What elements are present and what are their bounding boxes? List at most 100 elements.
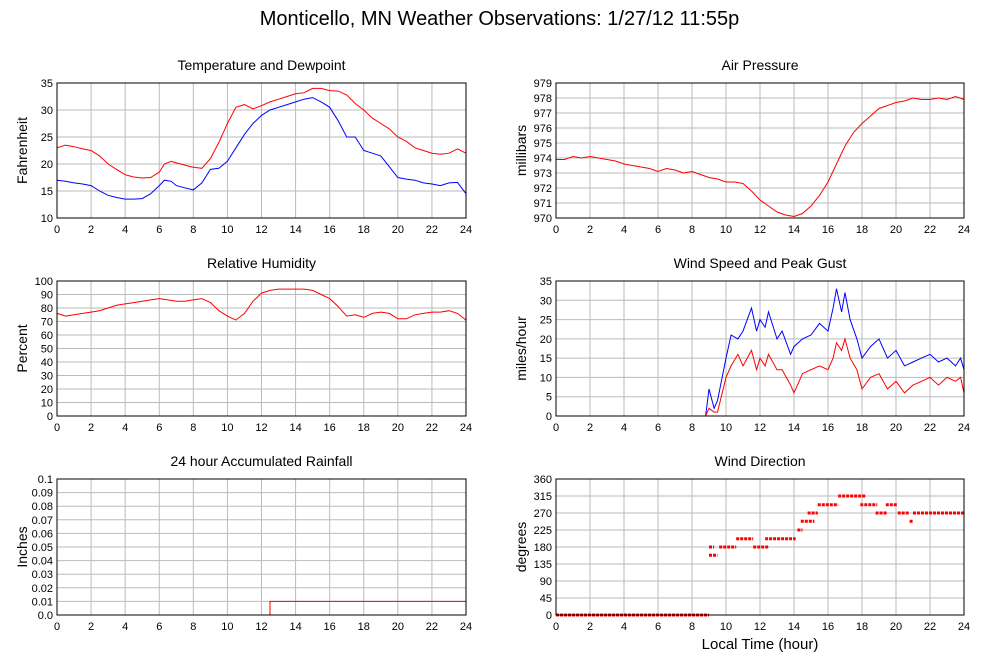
x-tick-label: 2 [587,224,593,236]
x-tick-label: 0 [54,422,60,434]
y-tick-label: 0.09 [32,488,53,500]
plot-frame [555,280,965,417]
x-tick-label: 24 [460,621,472,633]
x-tick-label: 8 [689,621,695,633]
x-tick-label: 16 [324,224,336,236]
y-tick-label: 10 [41,398,53,410]
x-tick-label: 8 [689,224,695,236]
plot-frame [56,280,467,417]
x-tick-label: 12 [754,422,766,434]
x-tick-label: 14 [289,621,301,633]
y-tick-label: 972 [534,183,552,195]
x-tick-label: 18 [358,224,370,236]
x-tick-label: 14 [788,621,800,633]
x-tick-label: 4 [122,224,128,236]
x-tick-label: 16 [324,422,336,434]
y-axis-label: millibars [513,125,529,176]
y-tick-label: 90 [540,576,552,588]
x-tick-label: 14 [289,422,301,434]
y-tick-label: 25 [41,132,53,144]
y-tick-label: 974 [534,153,552,165]
x-tick-label: 2 [88,621,94,633]
y-axis-label: degrees [513,522,529,573]
x-tick-label: 8 [190,422,196,434]
x-tick-label: 20 [890,422,902,434]
x-tick-label: 4 [621,422,627,434]
x-tick-label: 18 [856,621,868,633]
x-tick-label: 2 [88,422,94,434]
y-tick-label: 0.05 [32,542,53,554]
y-tick-label: 0.02 [32,583,53,595]
y-tick-label: 100 [35,276,53,288]
x-tick-label: 10 [221,224,233,236]
x-tick-label: 24 [958,224,970,236]
x-tick-label: 0 [54,621,60,633]
y-tick-label: 90 [41,290,53,302]
page-title: Monticello, MN Weather Observations: 1/2… [259,8,740,30]
y-tick-label: 135 [534,559,552,571]
x-tick-label: 10 [720,422,732,434]
y-tick-label: 0.0 [38,610,53,622]
y-tick-label: 978 [534,93,552,105]
y-tick-label: 0.03 [32,569,53,581]
x-tick-label: 12 [754,621,766,633]
y-tick-label: 970 [534,213,552,225]
y-tick-label: 0 [546,411,552,423]
series-line [56,97,467,200]
x-tick-label: 6 [655,224,661,236]
y-tick-label: 977 [534,108,552,120]
x-tick-label: 14 [788,224,800,236]
y-tick-label: 25 [540,315,552,327]
x-tick-label: 24 [460,224,472,236]
y-tick-label: 30 [41,105,53,117]
x-tick-label: 16 [822,422,834,434]
x-tick-label: 20 [890,621,902,633]
y-tick-label: 0.04 [32,556,53,568]
y-tick-label: 30 [41,371,53,383]
x-tick-label: 24 [460,422,472,434]
x-tick-label: 10 [221,621,233,633]
x-tick-label: 4 [122,621,128,633]
x-tick-label: 8 [190,621,196,633]
y-tick-label: 10 [41,213,53,225]
y-tick-label: 60 [41,330,53,342]
x-tick-label: 20 [392,621,404,633]
y-tick-label: 10 [540,372,552,384]
y-axis-label: Inches [14,526,30,567]
x-tick-label: 6 [655,422,661,434]
y-axis-label: Fahrenheit [14,117,30,184]
x-tick-label: 22 [924,422,936,434]
y-tick-label: 70 [41,317,53,329]
chart-panel: 0 2 4 6 8 10 12 14 16 18 20 22 240102030405060708090… [14,255,472,434]
x-tick-label: 4 [621,621,627,633]
x-tick-label: 12 [255,621,267,633]
x-tick-label: 6 [655,621,661,633]
chart-title: 24 hour Accumulated Rainfall [170,453,352,469]
y-tick-label: 15 [41,186,53,198]
x-tick-label: 20 [392,224,404,236]
x-tick-label: 4 [621,224,627,236]
y-tick-label: 50 [41,344,53,356]
x-tick-label: 18 [856,422,868,434]
x-tick-label: 6 [156,224,162,236]
y-tick-label: 180 [534,542,552,554]
x-tick-label: 14 [788,422,800,434]
y-tick-label: 315 [534,491,552,503]
y-tick-label: 45 [540,593,552,605]
chart-title: Relative Humidity [207,255,316,271]
y-tick-label: 80 [41,303,53,315]
plot-frame [555,82,965,219]
y-tick-label: 973 [534,168,552,180]
x-tick-label: 18 [856,224,868,236]
x-tick-label: 22 [924,621,936,633]
y-tick-label: 0.08 [32,501,53,513]
x-tick-label: 2 [587,422,593,434]
x-tick-label: 22 [924,224,936,236]
y-tick-label: 0.06 [32,528,53,540]
chart-title: Wind Speed and Peak Gust [674,255,847,271]
x-tick-label: 12 [255,224,267,236]
x-tick-label: 22 [426,621,438,633]
plot-frame [555,478,965,616]
y-tick-label: 0.01 [32,596,53,608]
x-tick-label: 16 [822,621,834,633]
